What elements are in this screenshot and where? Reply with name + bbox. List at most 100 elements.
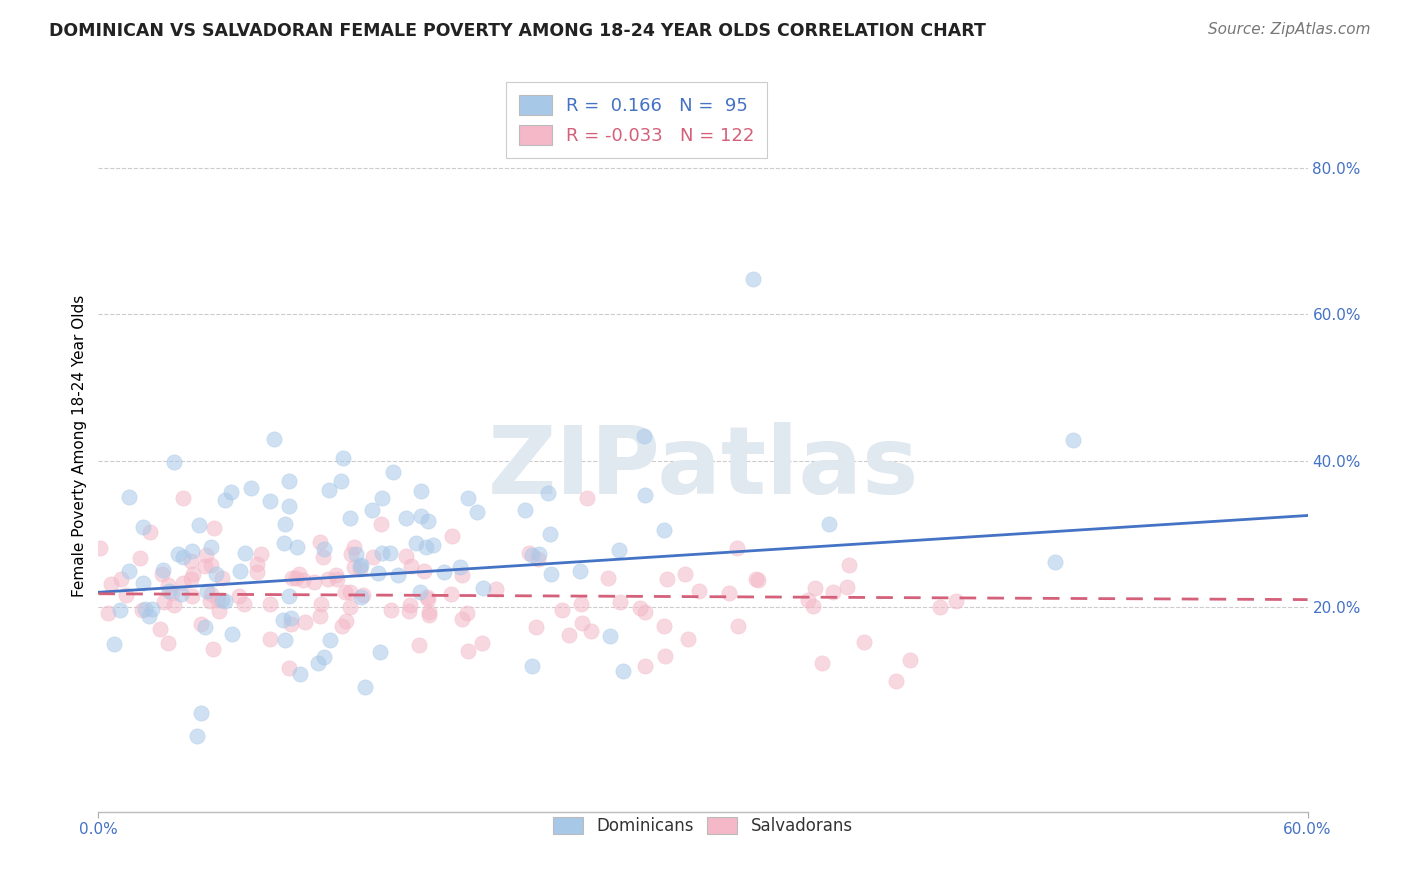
Point	[211, 592, 233, 607]
Point	[370, 516, 392, 531]
Point	[150, 566, 173, 581]
Point	[418, 605, 440, 619]
Point	[350, 590, 373, 604]
Point	[333, 584, 356, 599]
Point	[319, 633, 342, 648]
Point	[326, 572, 349, 586]
Point	[811, 656, 834, 670]
Point	[371, 545, 394, 559]
Point	[329, 474, 352, 488]
Point	[194, 619, 217, 633]
Point	[804, 582, 827, 596]
Point	[654, 648, 676, 663]
Point	[188, 518, 211, 533]
Point	[280, 571, 302, 585]
Point	[186, 729, 208, 743]
Point	[181, 567, 204, 582]
Point	[382, 465, 405, 479]
Point	[339, 511, 361, 525]
Point	[340, 547, 363, 561]
Point	[747, 573, 769, 587]
Point	[172, 576, 194, 591]
Point	[190, 616, 212, 631]
Point	[411, 484, 433, 499]
Point	[399, 559, 422, 574]
Point	[190, 706, 212, 721]
Point	[537, 485, 560, 500]
Point	[202, 642, 225, 657]
Point	[162, 585, 184, 599]
Point	[415, 590, 437, 604]
Point	[149, 622, 172, 636]
Point	[349, 559, 371, 574]
Point	[418, 608, 440, 623]
Point	[118, 564, 141, 578]
Point	[309, 609, 332, 624]
Point	[277, 474, 299, 488]
Point	[277, 589, 299, 603]
Point	[163, 455, 186, 469]
Point	[517, 546, 540, 560]
Point	[422, 538, 444, 552]
Point	[202, 520, 225, 534]
Point	[197, 584, 219, 599]
Point	[308, 657, 330, 671]
Point	[928, 600, 950, 615]
Point	[233, 597, 256, 611]
Point	[163, 598, 186, 612]
Point	[451, 612, 474, 626]
Point	[409, 509, 432, 524]
Point	[240, 481, 263, 495]
Point	[409, 584, 432, 599]
Point	[318, 483, 340, 497]
Point	[569, 564, 592, 578]
Point	[208, 603, 231, 617]
Point	[745, 572, 768, 586]
Point	[818, 516, 841, 531]
Point	[280, 616, 302, 631]
Point	[180, 554, 202, 568]
Point	[898, 653, 921, 667]
Point	[522, 548, 544, 562]
Point	[277, 500, 299, 514]
Point	[211, 571, 233, 585]
Point	[633, 659, 655, 673]
Point	[395, 549, 418, 563]
Point	[485, 582, 508, 596]
Point	[152, 564, 174, 578]
Point	[200, 587, 222, 601]
Point	[673, 566, 696, 581]
Point	[634, 488, 657, 502]
Point	[852, 635, 875, 649]
Point	[433, 566, 456, 580]
Point	[718, 586, 741, 600]
Point	[353, 680, 375, 694]
Point	[515, 502, 537, 516]
Point	[288, 667, 311, 681]
Point	[214, 492, 236, 507]
Point	[821, 585, 844, 599]
Point	[571, 615, 593, 630]
Point	[576, 491, 599, 505]
Point	[538, 526, 561, 541]
Point	[335, 615, 357, 629]
Point	[274, 516, 297, 531]
Point	[316, 572, 339, 586]
Point	[259, 493, 281, 508]
Point	[522, 658, 544, 673]
Point	[288, 566, 311, 581]
Point	[652, 618, 675, 632]
Point	[284, 571, 307, 585]
Point	[945, 594, 967, 608]
Point	[194, 558, 217, 573]
Point	[540, 566, 562, 581]
Point	[339, 599, 361, 614]
Point	[387, 568, 409, 582]
Point	[114, 588, 136, 602]
Point	[314, 649, 336, 664]
Point	[380, 602, 402, 616]
Y-axis label: Female Poverty Among 18-24 Year Olds: Female Poverty Among 18-24 Year Olds	[72, 295, 87, 597]
Point	[599, 629, 621, 643]
Point	[259, 632, 281, 646]
Point	[200, 540, 222, 554]
